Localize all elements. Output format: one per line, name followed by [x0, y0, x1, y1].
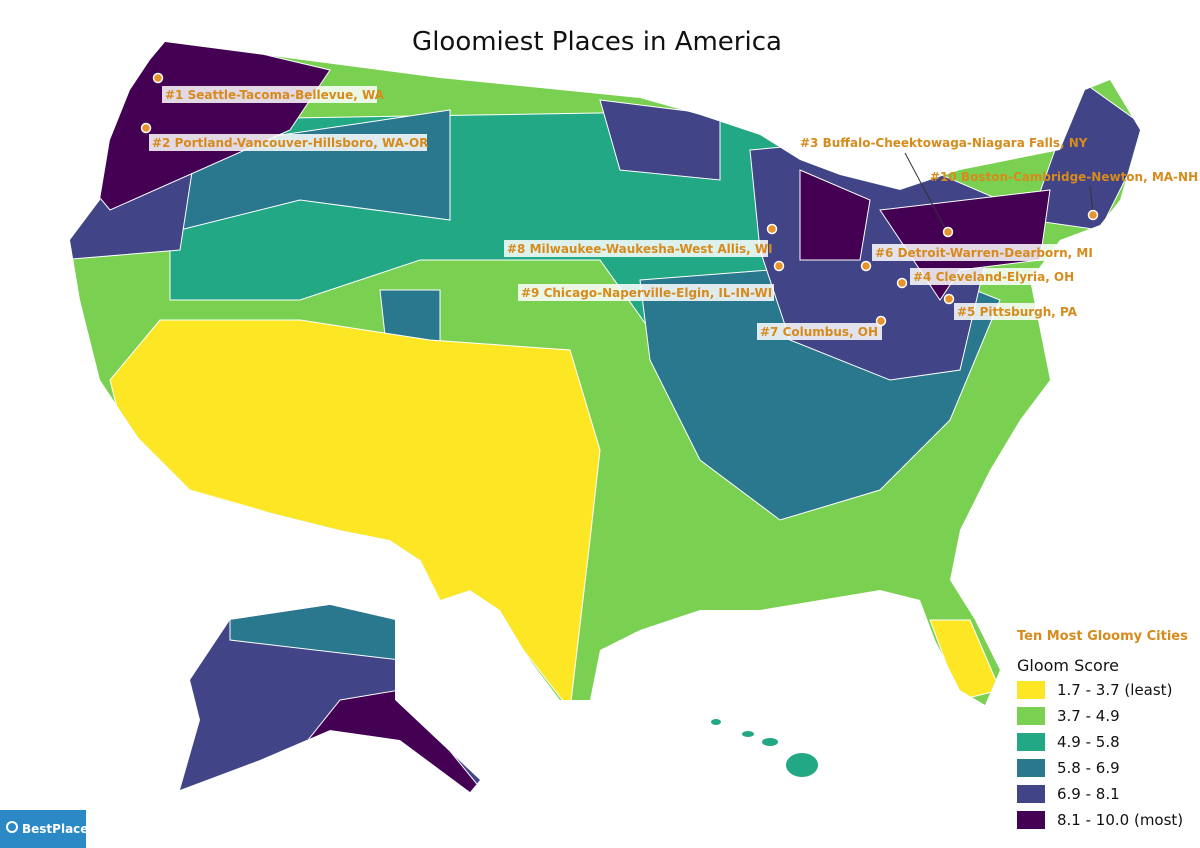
city-marker	[942, 226, 954, 238]
hawaii	[711, 719, 818, 777]
brand-name: BestPlaces	[22, 822, 96, 836]
map-title: Gloomiest Places in America	[412, 27, 782, 57]
legend-label: 4.9 - 5.8	[1057, 733, 1120, 751]
legend-label: 5.8 - 6.9	[1057, 759, 1120, 777]
city-labels: #1 Seattle-Tacoma-Bellevue, WA #2 Portla…	[140, 72, 1198, 340]
legend-label: 6.9 - 8.1	[1057, 785, 1120, 803]
city-label: #10 Boston-Cambridge-Newton, MA-NH	[930, 170, 1198, 184]
city-label: #6 Detroit-Warren-Dearborn, MI	[875, 246, 1093, 260]
city-label: #9 Chicago-Naperville-Elgin, IL-IN-WI	[521, 286, 772, 300]
legend: Ten Most Gloomy Cities Gloom Score 1.7 -…	[1017, 629, 1188, 829]
city-marker	[1087, 209, 1099, 221]
city-label: #5 Pittsburgh, PA	[957, 305, 1078, 319]
leader-line	[904, 152, 947, 231]
city-marker	[943, 293, 955, 305]
city-marker	[860, 260, 872, 272]
legend-label: 3.7 - 4.9	[1057, 707, 1120, 725]
city-marker	[896, 277, 908, 289]
legend-title: Gloom Score	[1017, 656, 1119, 675]
legend-heading: Ten Most Gloomy Cities	[1017, 629, 1188, 644]
city-label: #2 Portland-Vancouver-Hillsboro, WA-OR	[152, 136, 428, 150]
city-marker	[140, 122, 152, 134]
alaska	[180, 605, 480, 792]
leader-line	[1089, 185, 1094, 213]
city-label: #8 Milwaukee-Waukesha-West Allis, WI	[507, 242, 773, 256]
legend-swatch	[1017, 707, 1045, 725]
legend-swatch	[1017, 759, 1045, 777]
legend-label: 1.7 - 3.7 (least)	[1057, 681, 1172, 699]
city-label: #4 Cleveland-Elyria, OH	[913, 270, 1074, 284]
city-label: #3 Buffalo-Cheektowaga-Niagara Falls, NY	[800, 136, 1088, 150]
legend-swatch	[1017, 785, 1045, 803]
city-marker	[766, 223, 778, 235]
city-marker	[773, 260, 785, 272]
city-marker	[152, 72, 164, 84]
legend-label: 8.1 - 10.0 (most)	[1057, 811, 1183, 829]
brand-badge: BestPlaces	[0, 810, 96, 848]
legend-swatch	[1017, 681, 1045, 699]
legend-swatch	[1017, 811, 1045, 829]
city-label: #1 Seattle-Tacoma-Bellevue, WA	[165, 88, 385, 102]
city-label: #7 Columbus, OH	[760, 325, 878, 339]
city-marker	[875, 315, 887, 327]
legend-swatch	[1017, 733, 1045, 751]
